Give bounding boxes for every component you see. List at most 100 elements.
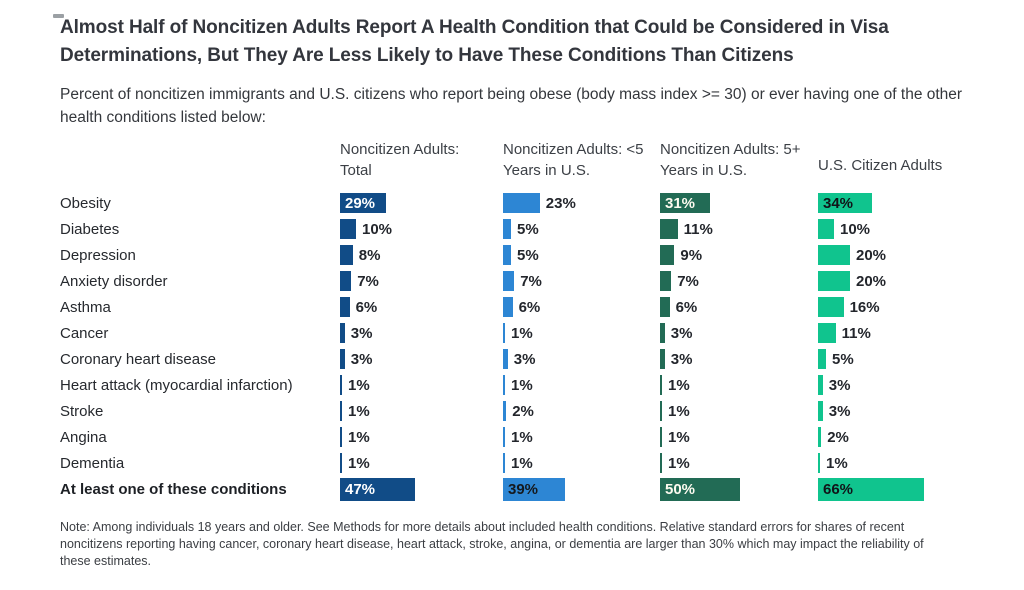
bar bbox=[340, 219, 356, 239]
bar bbox=[503, 245, 511, 265]
bar-cell: 34% bbox=[818, 190, 964, 216]
value-label: 1% bbox=[511, 428, 533, 446]
bar bbox=[503, 427, 505, 447]
bar bbox=[660, 401, 662, 421]
bar bbox=[503, 297, 513, 317]
bar bbox=[340, 427, 342, 447]
value-label: 16% bbox=[849, 298, 880, 316]
bar-cell: 6% bbox=[340, 294, 503, 320]
chart-row: Depression 8% 5% 9% 20% bbox=[60, 242, 964, 268]
bar-cell: 11% bbox=[818, 320, 964, 346]
bar-cell: 7% bbox=[340, 268, 503, 294]
chart-row: Angina 1% 1% 1% 2% bbox=[60, 424, 964, 450]
bar-cell: 39% bbox=[503, 476, 660, 502]
value-label: 8% bbox=[358, 246, 381, 264]
bar bbox=[503, 323, 505, 343]
bar-cell: 16% bbox=[818, 294, 964, 320]
bar-cell: 3% bbox=[818, 398, 964, 424]
bar bbox=[340, 271, 352, 291]
bar bbox=[340, 375, 342, 395]
bar: 66% bbox=[818, 477, 924, 501]
chart-row: Obesity 29% 23% 31% 34% bbox=[60, 190, 964, 216]
bar-cell: 1% bbox=[660, 398, 818, 424]
category-label: Heart attack (myocardial infarction) bbox=[60, 376, 293, 394]
bar-cell: 23% bbox=[503, 190, 660, 216]
bar-cell: 1% bbox=[503, 372, 660, 398]
bar-cell: 10% bbox=[340, 216, 503, 242]
chart-figure: Almost Half of Noncitizen Adults Report … bbox=[0, 14, 1024, 570]
bar: 50% bbox=[660, 477, 740, 501]
bar bbox=[340, 349, 345, 369]
value-label: 34% bbox=[823, 194, 854, 212]
value-label: 1% bbox=[668, 402, 690, 420]
value-label: 50% bbox=[665, 480, 696, 498]
bar-cell: 6% bbox=[503, 294, 660, 320]
bar-cell: 1% bbox=[340, 398, 503, 424]
value-label: 3% bbox=[828, 376, 851, 394]
bar-cell: 3% bbox=[660, 346, 818, 372]
bar bbox=[660, 271, 672, 291]
value-label: 3% bbox=[350, 324, 373, 342]
chart-row: Coronary heart disease 3% 3% 3% 5% bbox=[60, 346, 964, 372]
bar-cell: 2% bbox=[503, 398, 660, 424]
column-headers-row: Noncitizen Adults: Total Noncitizen Adult… bbox=[60, 135, 964, 181]
chart-row: Stroke 1% 2% 1% 3% bbox=[60, 398, 964, 424]
value-label: 10% bbox=[362, 220, 393, 238]
bar-cell: 3% bbox=[818, 372, 964, 398]
chart-row: Cancer 3% 1% 3% 11% bbox=[60, 320, 964, 346]
bar bbox=[818, 349, 826, 369]
value-label: 3% bbox=[670, 324, 693, 342]
bar bbox=[340, 323, 345, 343]
bar-cell: 11% bbox=[660, 216, 818, 242]
bar: 29% bbox=[340, 193, 387, 213]
bar-cell: 1% bbox=[503, 450, 660, 476]
value-label: 31% bbox=[665, 194, 696, 212]
value-label: 3% bbox=[513, 350, 536, 368]
value-label: 29% bbox=[345, 194, 376, 212]
bar-cell: 1% bbox=[340, 450, 503, 476]
value-label: 23% bbox=[545, 194, 576, 212]
bar bbox=[818, 297, 844, 317]
bar bbox=[503, 349, 508, 369]
value-label: 7% bbox=[520, 272, 542, 290]
value-label: 1% bbox=[668, 376, 690, 394]
bar: 34% bbox=[818, 193, 873, 213]
bar bbox=[818, 323, 836, 343]
bar-cell: 29% bbox=[340, 190, 503, 216]
bar bbox=[818, 427, 822, 447]
value-label: 1% bbox=[668, 428, 690, 446]
bar-cell: 1% bbox=[818, 450, 964, 476]
value-label: 6% bbox=[355, 298, 378, 316]
value-label: 2% bbox=[512, 402, 534, 420]
category-label: Cancer bbox=[60, 324, 109, 342]
bar-cell: 5% bbox=[503, 242, 660, 268]
bar bbox=[818, 401, 823, 421]
bar bbox=[340, 453, 342, 473]
category-label: Asthma bbox=[60, 298, 111, 316]
bar-cell: 1% bbox=[660, 372, 818, 398]
value-label: 3% bbox=[670, 350, 693, 368]
category-label: Coronary heart disease bbox=[60, 350, 216, 368]
value-label: 9% bbox=[680, 246, 703, 264]
bar-cell: 7% bbox=[660, 268, 818, 294]
bar bbox=[818, 245, 850, 265]
value-label: 3% bbox=[350, 350, 373, 368]
bar bbox=[660, 323, 665, 343]
chart-row: Dementia 1% 1% 1% 1% bbox=[60, 450, 964, 476]
bar bbox=[818, 375, 823, 395]
bar bbox=[660, 297, 670, 317]
value-label: 66% bbox=[823, 480, 854, 498]
value-label: 5% bbox=[517, 246, 539, 264]
bar-cell: 3% bbox=[340, 346, 503, 372]
value-label: 6% bbox=[675, 298, 698, 316]
cropped-text-artifact bbox=[53, 14, 64, 18]
value-label: 20% bbox=[856, 246, 887, 264]
value-label: 1% bbox=[511, 324, 533, 342]
bar bbox=[340, 401, 342, 421]
bar-cell: 7% bbox=[503, 268, 660, 294]
value-label: 1% bbox=[511, 454, 533, 472]
value-label: 10% bbox=[840, 220, 871, 238]
bar bbox=[503, 193, 540, 213]
value-label: 39% bbox=[508, 480, 539, 498]
bar bbox=[660, 245, 675, 265]
